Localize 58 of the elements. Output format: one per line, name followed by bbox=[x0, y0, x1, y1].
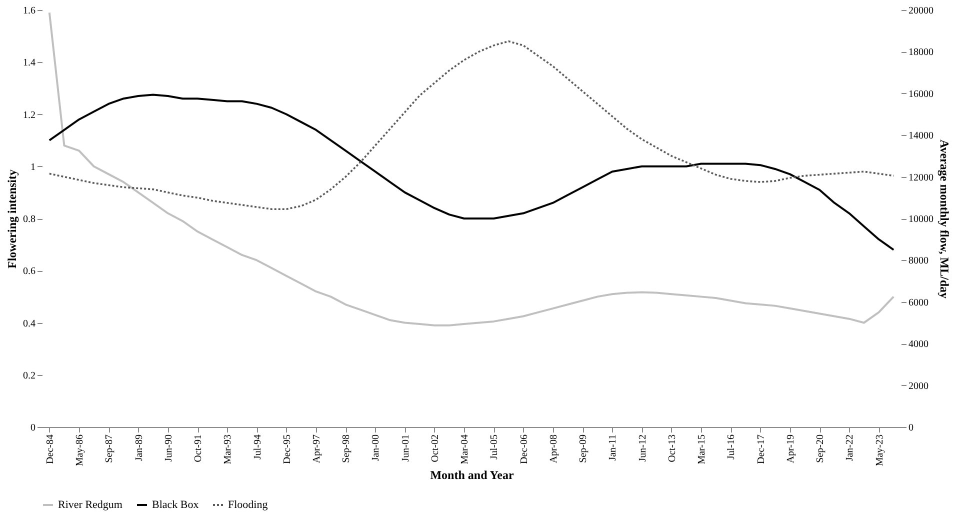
line-series bbox=[48, 12, 895, 326]
y-tick-label: 0.6 bbox=[23, 266, 36, 278]
y-tick-label: 1.6 bbox=[23, 6, 36, 16]
legend-label: River Redgum bbox=[58, 499, 123, 511]
y2-tick-label: 12000 bbox=[908, 172, 934, 184]
x-tick-label: Jan-00 bbox=[370, 434, 382, 462]
x-tick-label: Jun-90 bbox=[163, 434, 174, 462]
y2-tick-label: 18000 bbox=[908, 47, 934, 58]
x-tick-label: Dec-95 bbox=[282, 434, 293, 464]
x-tick-label: Oct-13 bbox=[666, 434, 678, 462]
y-tick-label: 0 bbox=[30, 422, 36, 434]
x-tick-label: Dec-06 bbox=[518, 434, 530, 464]
legend-label: Black Box bbox=[152, 499, 200, 511]
x-tick-label: Sep-87 bbox=[104, 434, 116, 463]
y2-tick-label: 6000 bbox=[908, 297, 928, 308]
x-tick-label: Jul-16 bbox=[726, 434, 738, 460]
legend-label: Flooding bbox=[228, 499, 268, 511]
x-tick-label: Oct-02 bbox=[430, 434, 441, 462]
y2-tick-label: 4000 bbox=[908, 339, 928, 350]
x-tick-label: Mar-15 bbox=[696, 434, 708, 464]
x-tick-label: Jan-11 bbox=[608, 434, 619, 461]
x-axis-title: Month and Year bbox=[430, 468, 514, 482]
x-tick-label: Jan-89 bbox=[134, 434, 145, 462]
y2-tick-label: 8000 bbox=[908, 256, 928, 267]
y2-tick-label: 0 bbox=[908, 422, 914, 434]
y2-tick-label: 10000 bbox=[908, 214, 934, 225]
y-tick-label: 1 bbox=[30, 162, 36, 173]
x-tick-label: Apr-08 bbox=[548, 434, 560, 464]
y-tick-label: 0.4 bbox=[23, 318, 36, 330]
x-tick-label: Jun-12 bbox=[637, 434, 648, 462]
x-tick-label: Dec-84 bbox=[44, 434, 56, 464]
y-tick-label: 1.4 bbox=[23, 58, 36, 69]
x-tick-label: Dec-17 bbox=[756, 434, 767, 464]
x-tick-label: Sep-20 bbox=[815, 434, 826, 463]
line-series bbox=[48, 40, 894, 210]
y2-tick-label: 20000 bbox=[908, 6, 934, 16]
x-tick-label: Oct-91 bbox=[193, 434, 204, 462]
x-tick-label: Sep-09 bbox=[578, 434, 590, 463]
x-tick-label: Mar-04 bbox=[460, 434, 471, 464]
x-tick-label: Jan-22 bbox=[844, 434, 856, 462]
y2-axis-title: Average monthly flow, ML/day bbox=[938, 139, 952, 299]
y2-tick-label: 2000 bbox=[908, 380, 928, 392]
y-tick-label: 0.2 bbox=[23, 370, 36, 382]
y2-tick-label: 16000 bbox=[908, 88, 934, 100]
x-tick-label: Apr-19 bbox=[785, 434, 796, 464]
x-tick-label: Apr-97 bbox=[311, 434, 322, 464]
x-tick-label: May-23 bbox=[874, 434, 886, 466]
x-tick-label: Jul-05 bbox=[489, 434, 500, 460]
x-tick-label: Sep-98 bbox=[341, 434, 352, 463]
x-tick-label: Jul-94 bbox=[252, 434, 264, 460]
y-tick-label: 0.8 bbox=[23, 214, 36, 225]
x-tick-label: Jun-01 bbox=[400, 434, 412, 462]
y-axis-title: Flowering intensity bbox=[5, 170, 19, 268]
x-tick-label: May-86 bbox=[74, 434, 86, 466]
x-tick-label: Mar-93 bbox=[222, 434, 234, 464]
y2-tick-label: 14000 bbox=[908, 130, 934, 142]
line-series bbox=[48, 94, 895, 251]
y-tick-label: 1.2 bbox=[23, 110, 36, 121]
